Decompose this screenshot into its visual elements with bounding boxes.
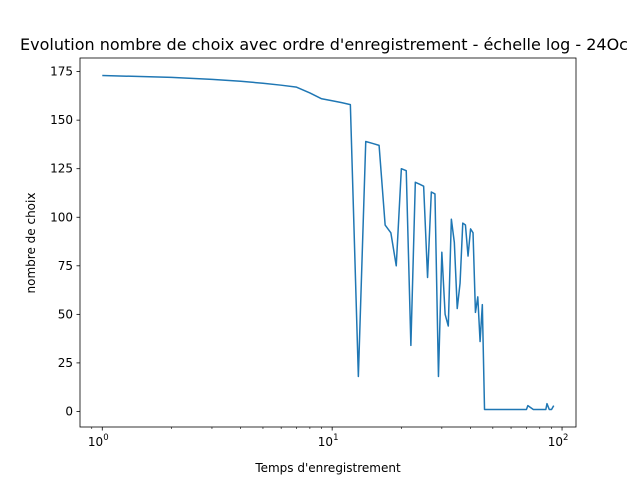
plot-frame — [79, 57, 577, 428]
y-tick-label: 150 — [50, 113, 73, 127]
x-axis: 100 101 102 — [88, 427, 568, 449]
x-axis-label: Temps d'enregistrement — [254, 461, 401, 475]
x-tick-label: 100 — [88, 433, 109, 449]
y-tick-label: 75 — [58, 259, 73, 273]
y-tick-label: 0 — [65, 404, 73, 418]
plot-area — [102, 74, 555, 411]
y-tick-label: 175 — [50, 65, 73, 79]
y-tick-label: 125 — [50, 162, 73, 176]
series-line-0 — [102, 74, 555, 411]
y-tick-label: 25 — [58, 356, 73, 370]
y-tick-label: 100 — [50, 210, 73, 224]
x-tick-label: 101 — [318, 433, 339, 449]
x-tick-label: 102 — [548, 433, 569, 449]
chart-title: Evolution nombre de choix avec ordre d'e… — [20, 35, 628, 54]
y-axis: 0 25 50 75 100 125 150 175 — [50, 65, 80, 418]
y-tick-label: 50 — [58, 307, 73, 321]
y-axis-label: nombre de choix — [24, 193, 38, 294]
